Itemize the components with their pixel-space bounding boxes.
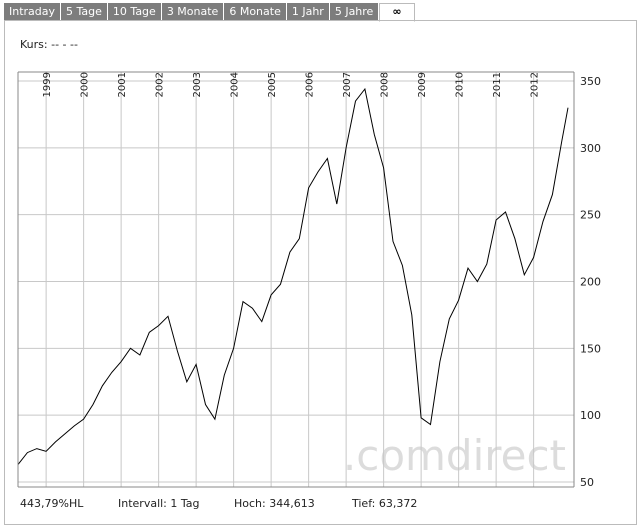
- x-tick-label: 2009: [417, 72, 428, 97]
- x-tick-label: 2008: [380, 72, 391, 97]
- footer-tief: Tief: 63,372: [352, 497, 418, 510]
- x-tick-label: 2000: [80, 72, 91, 97]
- x-tick-label: 2010: [455, 72, 466, 97]
- x-tick-label: 2001: [117, 72, 128, 97]
- y-tick-label: 150: [580, 342, 601, 355]
- y-tick-label: 350: [580, 75, 601, 88]
- x-tick-label: 2005: [267, 72, 278, 97]
- y-tick-label: 100: [580, 409, 601, 422]
- price-line: [17, 87, 569, 465]
- x-tick-label: 2002: [155, 72, 166, 97]
- x-tick-label: 2006: [305, 72, 316, 97]
- tab-2[interactable]: 10 Tage: [107, 3, 161, 21]
- x-tick-label: 2003: [192, 72, 203, 97]
- kurs-label: Kurs: -- - --: [20, 38, 78, 51]
- watermark: .comdirect: [343, 431, 566, 480]
- x-tick-label: 2012: [530, 72, 541, 97]
- y-tick-label: 50: [580, 476, 594, 489]
- tab-1[interactable]: 5 Tage: [61, 3, 107, 21]
- tab-7[interactable]: ∞: [379, 3, 415, 22]
- footer-performance: 443,79%HL: [20, 497, 84, 510]
- x-tick-label: 2004: [230, 72, 241, 97]
- x-tick-label: 2011: [492, 72, 503, 97]
- x-tick-label: 2007: [342, 72, 353, 97]
- footer-intervall: Intervall: 1 Tag: [118, 497, 200, 510]
- footer-hoch: Hoch: 344,613: [234, 497, 315, 510]
- chart-frame: [4, 20, 637, 525]
- y-tick-label: 300: [580, 142, 601, 155]
- tab-5[interactable]: 1 Jahr: [286, 3, 329, 21]
- x-tick-label: 1999: [42, 72, 53, 97]
- y-tick-label: 200: [580, 276, 601, 289]
- period-tabs: Intraday 5 Tage 10 Tage 3 Monate 6 Monate 1 J…: [4, 3, 416, 22]
- y-tick-label: 250: [580, 209, 601, 222]
